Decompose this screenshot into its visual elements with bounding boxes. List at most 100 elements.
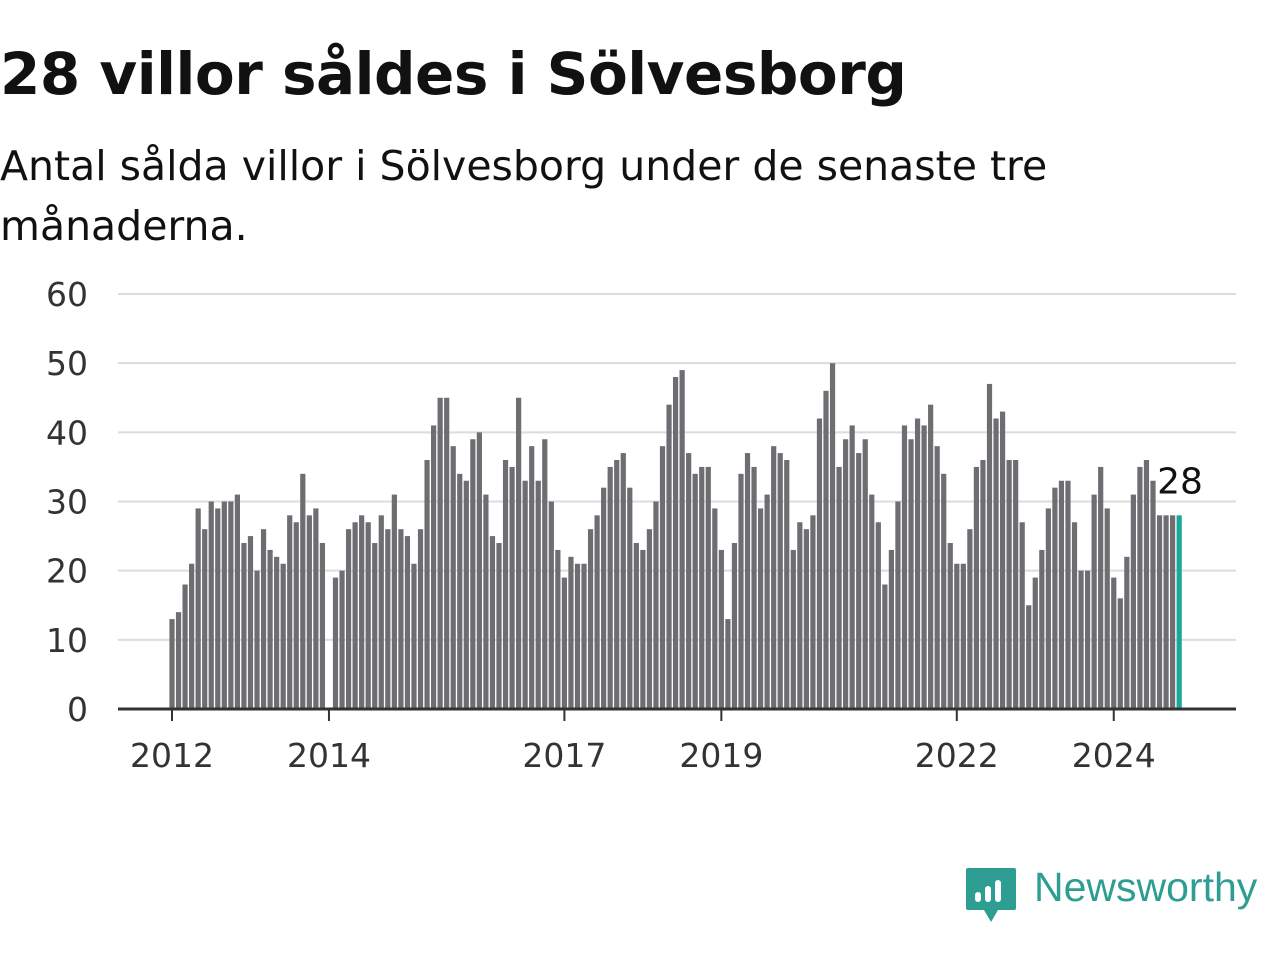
bar [555,549,561,709]
bar [928,404,934,709]
bar [601,487,607,709]
bar [1078,570,1084,709]
bar [1085,570,1091,709]
bar [319,543,326,709]
bar [744,453,751,709]
chart-title: 28 villor såldes i Sölvesborg [0,40,907,108]
bar [404,536,411,709]
bar [411,563,417,709]
bar [1111,577,1117,709]
bar [195,508,201,709]
bar [725,619,731,709]
bar [254,570,260,709]
annotations: 28 [1157,461,1203,502]
bar [1150,480,1156,709]
bar [1065,480,1071,709]
bar [901,425,908,709]
bar [417,529,424,709]
bar [705,466,711,709]
bar [463,480,469,709]
bar [856,453,862,709]
bar [718,549,724,709]
y-tick-label: 30 [46,483,88,522]
bar [686,453,692,709]
bar [1170,515,1176,709]
bar [247,536,254,709]
bar [967,529,973,709]
bar [561,577,567,709]
newsworthy-logo: Newsworthy [964,864,1274,926]
bar [1124,556,1130,709]
bar [1163,515,1169,709]
bar [921,425,927,709]
bars [169,363,1182,709]
bar [895,501,901,709]
y-axis-ticks: 0 10 20 30 40 50 60 [46,275,88,729]
bar [954,563,960,709]
bar [378,515,384,709]
bar [908,439,914,709]
bar [234,494,240,709]
bar [339,570,345,709]
bar [659,446,666,709]
bar [1130,494,1136,709]
x-tick-label: 2019 [679,736,763,775]
bar [869,494,875,709]
bar [862,439,868,709]
x-tick-label: 2014 [287,736,371,775]
bar [332,577,339,709]
bar [777,453,783,709]
bar [548,501,554,709]
bar [1052,487,1058,709]
bar [1071,522,1078,709]
bar [535,480,541,709]
bar [882,584,888,709]
bar [764,494,770,709]
bar [574,563,581,709]
bar [620,453,626,709]
bar [941,473,947,709]
bar [914,418,921,709]
bar [816,418,823,709]
x-tick-label: 2024 [1072,736,1156,775]
bar [313,508,319,709]
bar [810,515,816,709]
bar [607,466,613,709]
newsworthy-logo-icon [966,868,1016,922]
bar [306,515,312,709]
bar [960,563,966,709]
bar [175,612,182,709]
bar [287,515,293,709]
y-tick-label: 60 [46,275,88,314]
bar [345,529,352,709]
bar [1013,460,1019,709]
bar [823,390,829,709]
bar [627,487,633,709]
bar [986,383,993,709]
bar [699,466,705,709]
x-axis: 2012 2014 2017 2019 2022 2024 [118,707,1236,775]
y-tick-label: 20 [46,552,88,591]
bar [1026,605,1032,709]
bar [372,543,378,709]
bar [424,460,430,709]
chart-subtitle: Antal sålda villor i Sölvesborg under de… [0,142,1048,250]
bar [803,529,809,709]
bar [888,549,894,709]
bar [496,543,502,709]
bar [509,466,515,709]
bar [568,556,574,709]
y-tick-label: 10 [46,621,88,660]
bar [947,543,953,709]
bar [502,460,509,709]
bar [267,549,273,709]
bar [1039,549,1045,709]
bar [849,425,855,709]
bar [1143,460,1150,709]
bar [581,563,587,709]
bar [221,501,227,709]
bar [751,466,757,709]
bar [633,543,639,709]
bar [476,432,482,709]
